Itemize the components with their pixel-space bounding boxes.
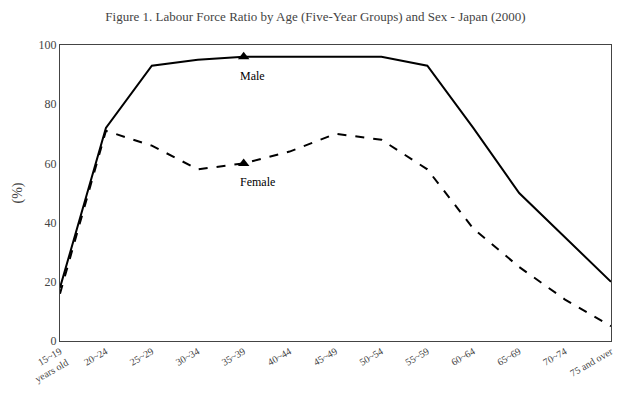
svg-text:55~59: 55~59	[403, 346, 431, 368]
svg-text:75 and over: 75 and over	[568, 345, 615, 378]
svg-text:Female: Female	[240, 175, 275, 189]
svg-text:40~44: 40~44	[266, 346, 294, 368]
svg-text:Figure 1. Labour Force Ratio b: Figure 1. Labour Force Ratio by Age (Fiv…	[105, 9, 525, 24]
svg-text:(%): (%)	[10, 182, 26, 203]
svg-text:25~29: 25~29	[128, 346, 156, 368]
svg-text:60: 60	[45, 157, 57, 171]
svg-text:30~34: 30~34	[174, 346, 202, 368]
svg-text:40: 40	[45, 216, 57, 230]
svg-text:45~49: 45~49	[311, 346, 339, 368]
svg-text:70~74: 70~74	[541, 346, 569, 368]
svg-text:20~24: 20~24	[82, 346, 110, 368]
svg-text:0: 0	[51, 334, 57, 348]
svg-text:50~54: 50~54	[357, 346, 385, 368]
svg-text:60~64: 60~64	[449, 346, 477, 368]
svg-text:100: 100	[39, 38, 57, 52]
svg-text:35~39: 35~39	[220, 346, 248, 368]
svg-text:80: 80	[45, 97, 57, 111]
svg-text:Male: Male	[240, 69, 265, 83]
svg-text:65~69: 65~69	[495, 346, 523, 368]
svg-text:15~19years old: 15~19years old	[26, 346, 70, 385]
svg-text:20: 20	[45, 275, 57, 289]
